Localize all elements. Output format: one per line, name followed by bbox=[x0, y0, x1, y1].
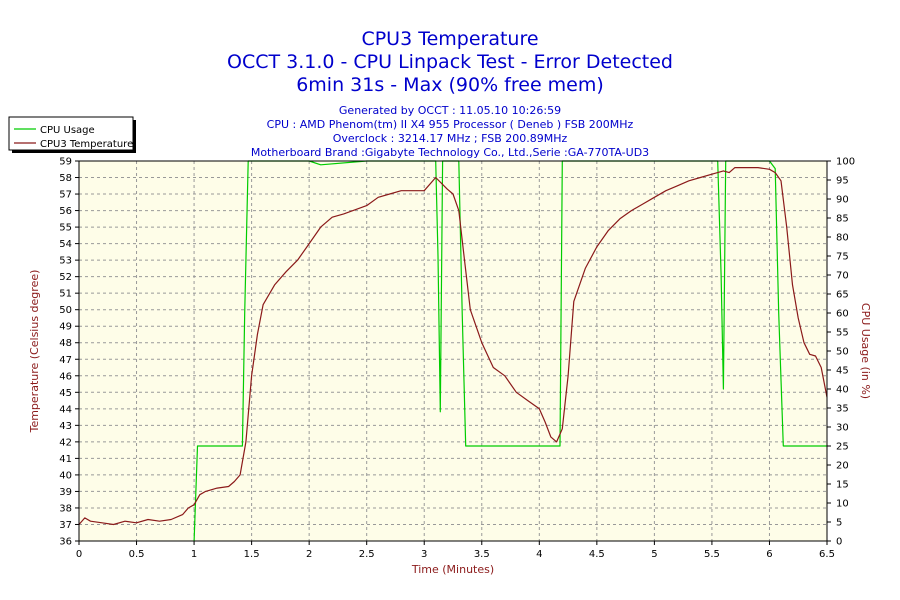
y-left-tick-label: 50 bbox=[59, 305, 72, 316]
y-right-tick-label: 45 bbox=[836, 366, 849, 377]
x-tick-label: 3 bbox=[421, 549, 427, 560]
y-left-tick-label: 39 bbox=[59, 487, 72, 498]
y-left-tick-label: 59 bbox=[59, 157, 72, 168]
chart-titles: CPU3 Temperature OCCT 3.1.0 - CPU Linpac… bbox=[227, 28, 673, 159]
y-right-tick-label: 60 bbox=[836, 309, 849, 320]
y-left-tick-label: 49 bbox=[59, 322, 72, 333]
tick-labels: 0 0.5 1 1.5 2 2.5 3 3.5 4 4.5 5 5.5 6 6.5 36 37 38 39 40 41… bbox=[59, 157, 855, 561]
x-tick-label: 4.5 bbox=[589, 549, 605, 560]
x-tick-label: 1 bbox=[191, 549, 197, 560]
y-left-tick-label: 42 bbox=[59, 437, 72, 448]
y-right-tick-label: 55 bbox=[836, 328, 849, 339]
y-right-axis-label: CPU Usage (in %) bbox=[859, 303, 872, 399]
x-tick-label: 3.5 bbox=[474, 549, 490, 560]
y-left-tick-label: 43 bbox=[59, 421, 72, 432]
y-right-tick-label: 70 bbox=[836, 271, 849, 282]
y-left-tick-label: 57 bbox=[59, 190, 72, 201]
y-right-tick-label: 10 bbox=[836, 499, 849, 510]
x-tick-label: 5 bbox=[651, 549, 657, 560]
y-left-tick-label: 40 bbox=[59, 470, 72, 481]
y-left-axis-label: Temperature (Celsius degree) bbox=[28, 270, 41, 434]
y-left-tick-label: 55 bbox=[59, 223, 72, 234]
y-right-tick-label: 15 bbox=[836, 480, 849, 491]
y-left-tick-label: 46 bbox=[59, 371, 72, 382]
plot-area bbox=[79, 161, 827, 541]
y-left-tick-label: 37 bbox=[59, 520, 72, 531]
x-tick-label: 6.5 bbox=[819, 549, 835, 560]
x-tick-label: 0.5 bbox=[129, 549, 145, 560]
y-left-tick-label: 38 bbox=[59, 503, 72, 514]
grid-lines bbox=[79, 161, 827, 541]
y-right-tick-label: 50 bbox=[836, 347, 849, 358]
chart-subtitle-duration: 6min 31s - Max (90% free mem) bbox=[296, 74, 604, 96]
x-tick-label: 6 bbox=[766, 549, 772, 560]
y-right-tick-label: 0 bbox=[836, 537, 842, 548]
x-tick-label: 4 bbox=[536, 549, 542, 560]
y-right-tick-label: 80 bbox=[836, 233, 849, 244]
info-cpu: CPU : AMD Phenom(tm) II X4 955 Processor… bbox=[267, 118, 634, 131]
y-right-tick-label: 100 bbox=[836, 157, 855, 168]
y-left-tick-label: 58 bbox=[59, 173, 72, 184]
y-right-tick-label: 25 bbox=[836, 442, 849, 453]
y-left-tick-label: 41 bbox=[59, 454, 72, 465]
y-left-tick-label: 51 bbox=[59, 289, 72, 300]
y-left-tick-label: 56 bbox=[59, 206, 72, 217]
y-right-tick-label: 85 bbox=[836, 214, 849, 225]
chart-subtitle: OCCT 3.1.0 - CPU Linpack Test - Error De… bbox=[227, 51, 673, 73]
x-tick-label: 2.5 bbox=[359, 549, 375, 560]
y-right-tick-label: 30 bbox=[836, 423, 849, 434]
info-motherboard: Motherboard Brand :Gigabyte Technology C… bbox=[251, 146, 649, 159]
info-generated: Generated by OCCT : 11.05.10 10:26:59 bbox=[339, 104, 561, 117]
legend-label-cpu-usage: CPU Usage bbox=[40, 125, 95, 136]
x-tick-label: 2 bbox=[306, 549, 312, 560]
y-right-tick-label: 40 bbox=[836, 385, 849, 396]
chart-title: CPU3 Temperature bbox=[361, 28, 538, 50]
y-right-tick-label: 35 bbox=[836, 404, 849, 415]
legend-box bbox=[8, 116, 134, 151]
x-tick-label: 5.5 bbox=[704, 549, 720, 560]
y-left-tick-label: 47 bbox=[59, 355, 72, 366]
y-right-tick-label: 20 bbox=[836, 461, 849, 472]
info-overclock: Overclock : 3214.17 MHz ; FSB 200.89MHz bbox=[333, 132, 568, 145]
x-tick-label: 0 bbox=[76, 549, 82, 560]
y-left-tick-label: 53 bbox=[59, 256, 72, 267]
y-left-tick-label: 45 bbox=[59, 388, 72, 399]
y-left-tick-label: 54 bbox=[59, 239, 72, 250]
legend-label-cpu3-temperature: CPU3 Temperature bbox=[40, 139, 133, 150]
y-right-tick-label: 95 bbox=[836, 176, 849, 187]
y-left-tick-label: 44 bbox=[59, 404, 72, 415]
series-line-cpu3-temperature bbox=[78, 167, 828, 526]
legend: CPU Usage CPU3 Temperature bbox=[8, 116, 136, 153]
x-tick-label: 1.5 bbox=[244, 549, 260, 560]
y-right-tick-label: 65 bbox=[836, 290, 849, 301]
y-left-tick-label: 36 bbox=[59, 537, 72, 548]
x-axis-label: Time (Minutes) bbox=[411, 563, 494, 576]
y-left-tick-label: 48 bbox=[59, 338, 72, 349]
y-right-tick-label: 90 bbox=[836, 195, 849, 206]
y-right-tick-label: 5 bbox=[836, 518, 842, 529]
y-right-tick-label: 75 bbox=[836, 252, 849, 263]
y-left-tick-label: 52 bbox=[59, 272, 72, 283]
